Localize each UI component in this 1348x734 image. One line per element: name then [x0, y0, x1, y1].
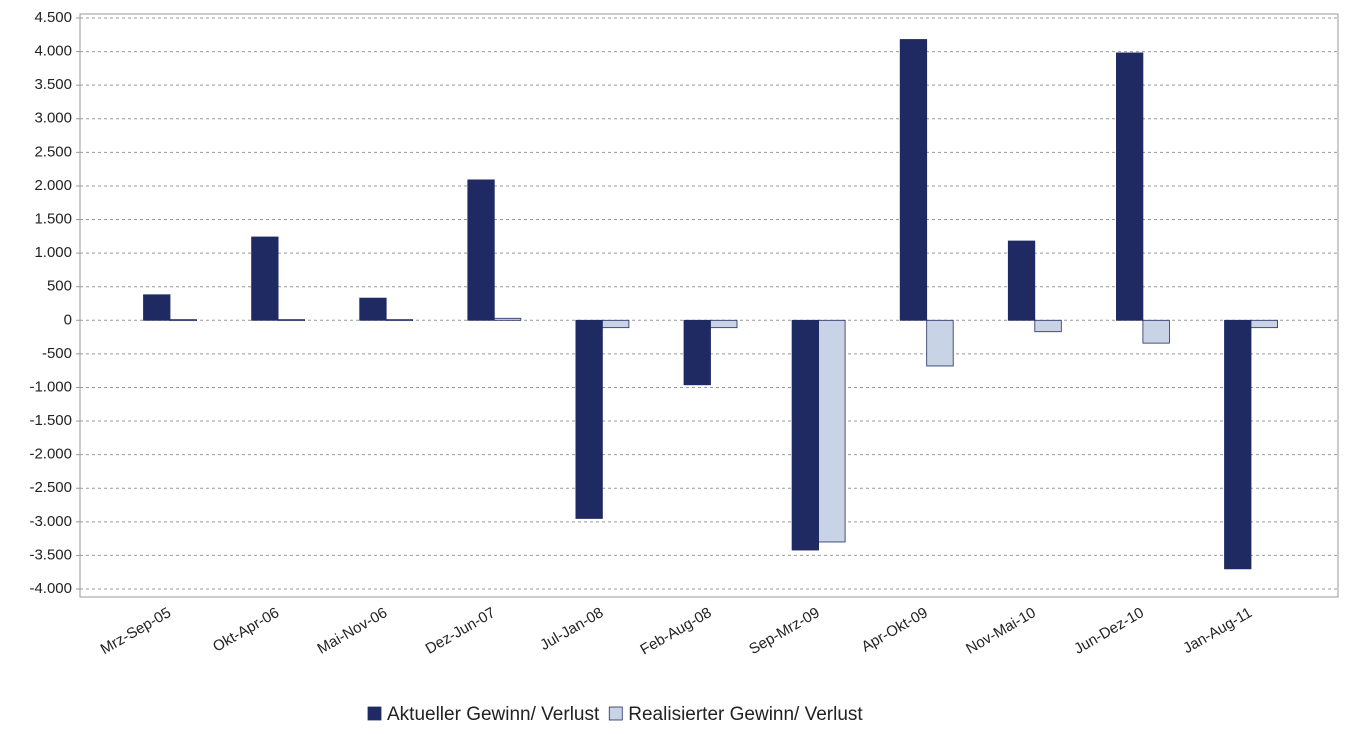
x-tick-label: Feb-Aug-08 — [637, 604, 714, 658]
y-tick-label: 3.500 — [34, 76, 72, 93]
y-tick-label: 2.500 — [34, 143, 72, 160]
bar — [277, 319, 306, 322]
bar — [1142, 319, 1170, 344]
bar — [1116, 52, 1144, 321]
y-tick-label: -2.500 — [29, 479, 72, 496]
y-tick-label: 4.000 — [34, 43, 72, 60]
y-tick-label: -2.000 — [29, 446, 72, 463]
y-tick-label: -3.500 — [29, 546, 72, 563]
bar — [818, 319, 846, 543]
y-tick-label: 0 — [64, 311, 72, 328]
bar — [493, 317, 522, 321]
bar — [575, 319, 603, 519]
x-tick-label: Okt-Apr-06 — [210, 604, 282, 655]
bar — [1007, 240, 1036, 321]
bar — [385, 319, 414, 322]
plot-frame — [79, 13, 1339, 598]
bar — [1224, 319, 1252, 570]
legend-label: Aktueller Gewinn/ Verlust — [387, 704, 600, 725]
bar — [791, 319, 819, 551]
x-tick-label: Jul-Jan-08 — [537, 604, 606, 654]
bar — [602, 319, 630, 329]
y-tick-label: -500 — [42, 345, 72, 362]
bar — [710, 319, 738, 329]
y-tick-label: -1.500 — [29, 412, 72, 429]
y-tick-label: 1.500 — [34, 210, 72, 227]
x-tick-label: Jun-Dez-10 — [1071, 604, 1147, 657]
x-tick-label: Dez-Jun-07 — [423, 604, 499, 657]
bar — [359, 297, 387, 321]
y-tick-label: 500 — [47, 278, 72, 295]
bar — [899, 39, 928, 321]
y-tick-label: 4.500 — [34, 9, 72, 26]
bar — [169, 319, 197, 322]
y-tick-label: 1.000 — [34, 244, 72, 261]
legend-swatch — [367, 706, 382, 721]
x-tick-label: Mai-Nov-06 — [315, 604, 391, 657]
bar — [143, 294, 171, 321]
bar — [926, 319, 954, 367]
x-tick-label: Nov-Mai-10 — [963, 604, 1039, 657]
x-tick-label: Mrz-Sep-05 — [98, 604, 174, 658]
y-tick-label: 2.000 — [34, 177, 72, 194]
bar — [683, 319, 711, 386]
legend-label: Realisierter Gewinn/ Verlust — [628, 704, 863, 725]
x-tick-label: Apr-Okt-09 — [859, 604, 931, 655]
x-tick-label: Jan-Aug-11 — [1180, 604, 1255, 657]
bar — [1034, 319, 1062, 333]
y-tick-label: -1.000 — [29, 378, 72, 395]
y-tick-label: 3.000 — [34, 110, 72, 127]
legend-swatch — [608, 706, 623, 721]
y-tick-label: -4.000 — [29, 580, 72, 597]
bar — [251, 236, 279, 321]
bar — [467, 179, 495, 321]
bar — [1250, 319, 1278, 329]
x-tick-label: Sep-Mrz-09 — [746, 604, 822, 658]
y-tick-label: -3.000 — [29, 513, 72, 530]
